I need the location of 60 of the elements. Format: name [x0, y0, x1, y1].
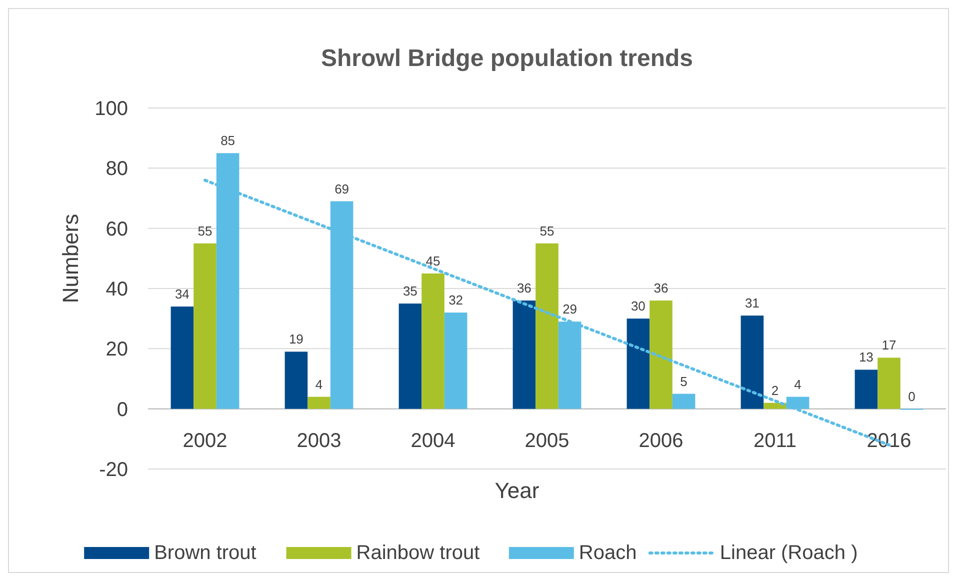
y-tick-label: 40 [106, 278, 128, 300]
data-label: 4 [794, 376, 802, 392]
bar [422, 273, 444, 409]
y-tick-label: 60 [106, 218, 128, 240]
x-tick-label: 2011 [753, 430, 797, 452]
y-axis-title: Numbers [58, 214, 83, 304]
bar [558, 322, 582, 409]
bar [284, 352, 308, 409]
data-label: 31 [744, 296, 760, 311]
data-label: 45 [426, 253, 440, 268]
y-tick-label: 0 [116, 398, 128, 421]
bar [854, 370, 878, 409]
x-tick-label: 2004 [410, 430, 456, 452]
data-label: 55 [198, 223, 212, 238]
bar [308, 396, 330, 409]
data-label: 29 [562, 302, 578, 317]
chart-title: Shrowl Bridge population trends [321, 45, 693, 72]
y-tick-label: 20 [106, 338, 128, 361]
data-label: 5 [680, 374, 688, 389]
legend-label: Brown trout [154, 542, 257, 564]
data-label: 69 [334, 181, 350, 196]
x-tick-label: 2006 [638, 430, 684, 452]
bar [330, 201, 354, 409]
legend-label: Linear (Roach ) [720, 542, 858, 564]
bar [170, 306, 194, 409]
bar [764, 402, 786, 409]
data-label: 36 [654, 280, 668, 296]
data-label: 2 [771, 382, 779, 398]
data-label: 13 [858, 350, 874, 365]
data-label: 4 [315, 376, 323, 392]
legend-label: Rainbow trout [356, 542, 480, 564]
y-tick-label: 80 [106, 158, 128, 180]
bar [398, 304, 422, 409]
bar [626, 318, 650, 409]
y-tick-label: -20 [99, 459, 128, 481]
bar [740, 316, 764, 409]
bar [194, 243, 216, 409]
data-label: 36 [516, 280, 532, 296]
data-label: 19 [288, 332, 304, 347]
legend-label: Roach [578, 542, 637, 564]
x-tick-label: 2005 [524, 430, 570, 452]
y-tick-label: 100 [94, 98, 128, 120]
data-label: 34 [174, 286, 190, 302]
bar [878, 358, 900, 409]
data-label: 17 [882, 338, 896, 353]
bar [650, 300, 672, 409]
bar [672, 394, 696, 409]
bar [444, 312, 468, 409]
x-tick-label: 2002 [182, 430, 228, 452]
data-label: 0 [908, 388, 916, 404]
x-tick-label: 2003 [296, 430, 342, 452]
data-label: 85 [220, 133, 236, 148]
bar [786, 396, 810, 409]
data-label: 55 [540, 223, 554, 238]
x-axis-title: Year [494, 478, 540, 503]
data-label: 35 [402, 284, 418, 299]
bar [512, 300, 536, 409]
data-label: 32 [448, 292, 464, 308]
data-label: 30 [630, 298, 646, 314]
bar [536, 243, 558, 409]
